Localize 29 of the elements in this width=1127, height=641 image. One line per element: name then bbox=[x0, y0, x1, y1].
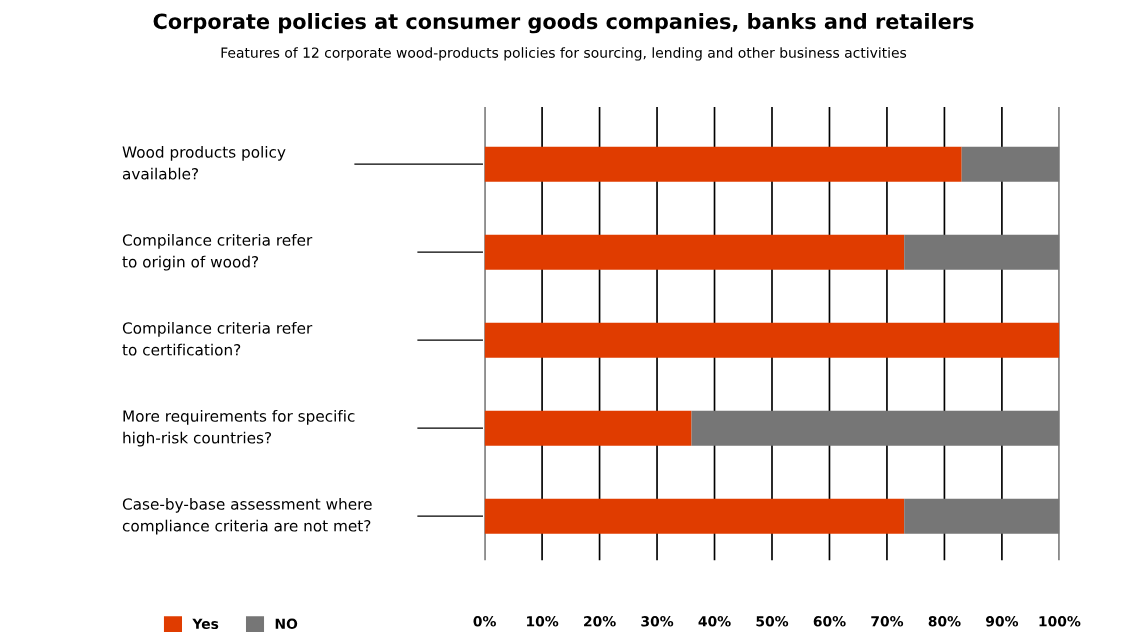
chart-title: Corporate policies at consumer goods companies, banks and retailers bbox=[153, 13, 974, 34]
legend-label: Yes bbox=[192, 618, 219, 630]
x-tick-label: 10% bbox=[527, 616, 559, 627]
x-tick-label: 0% bbox=[473, 616, 496, 627]
chart-subtitle: Features of 12 corporate wood-products policies for sourcing, lending and other business activities bbox=[221, 47, 907, 61]
bar bbox=[904, 498, 1060, 534]
bar bbox=[484, 498, 905, 534]
y-tick-label: Compilance criteria refer to origin of wood? bbox=[122, 233, 313, 271]
bar bbox=[904, 234, 1060, 270]
legend-label: NO bbox=[275, 618, 298, 630]
x-tick-label: 80% bbox=[928, 616, 961, 627]
x-tick-label: 60% bbox=[813, 616, 846, 627]
x-tick-label: 100% bbox=[1039, 616, 1081, 627]
y-tick-label: Case-by-base assessment where compliance criteria are not met? bbox=[122, 497, 372, 535]
x-tick-label: 50% bbox=[756, 616, 789, 627]
x-tick-label: 30% bbox=[641, 616, 674, 627]
x-tick-label: 70% bbox=[871, 616, 904, 627]
x-tick-label: 40% bbox=[698, 616, 731, 627]
bar bbox=[961, 146, 1060, 182]
y-tick-label: Compilance criteria refer to certification? bbox=[122, 321, 313, 356]
bar bbox=[484, 234, 905, 270]
bar bbox=[484, 410, 692, 446]
x-tick-label: 90% bbox=[986, 616, 1019, 627]
y-tick-label: Wood products policy available? bbox=[122, 145, 286, 180]
bar bbox=[691, 410, 1060, 446]
bar bbox=[484, 146, 962, 182]
bar bbox=[484, 322, 1060, 358]
x-tick-label: 20% bbox=[584, 616, 616, 627]
y-tick-label: More requirements for specific high-risk countries? bbox=[123, 409, 355, 447]
